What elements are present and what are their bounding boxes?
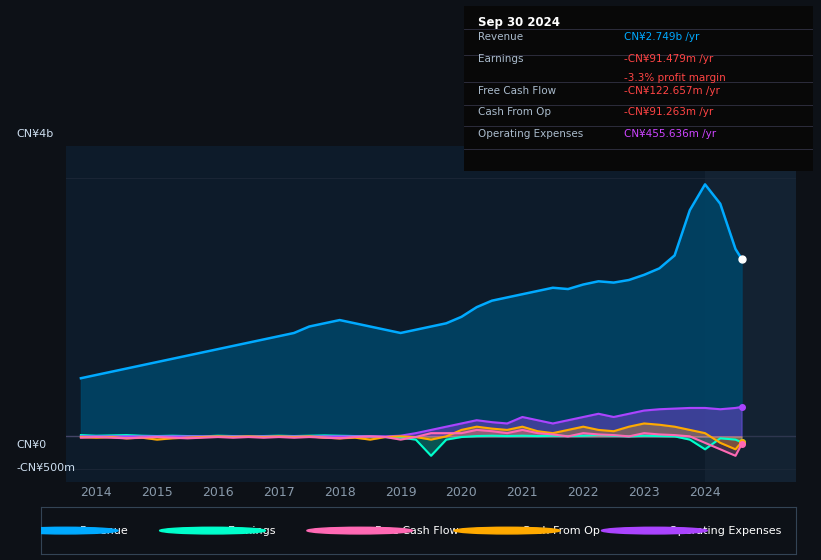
Text: -CN¥91.263m /yr: -CN¥91.263m /yr (624, 107, 713, 117)
Text: Cash From Op: Cash From Op (522, 526, 600, 535)
Text: Free Cash Flow: Free Cash Flow (375, 526, 458, 535)
Bar (705, 146, 796, 482)
Text: CN¥4b: CN¥4b (16, 129, 53, 139)
Text: -CN¥91.479m /yr: -CN¥91.479m /yr (624, 54, 713, 63)
Text: Cash From Op: Cash From Op (478, 107, 551, 117)
Text: CN¥2.749b /yr: CN¥2.749b /yr (624, 32, 699, 42)
Text: Sep 30 2024: Sep 30 2024 (478, 16, 560, 29)
Circle shape (12, 528, 118, 534)
Text: Revenue: Revenue (478, 32, 523, 42)
Text: CN¥0: CN¥0 (16, 440, 47, 450)
Circle shape (159, 528, 265, 534)
Text: Operating Expenses: Operating Expenses (478, 129, 583, 139)
Circle shape (307, 528, 413, 534)
Text: Revenue: Revenue (80, 526, 129, 535)
Text: CN¥455.636m /yr: CN¥455.636m /yr (624, 129, 717, 139)
Text: Operating Expenses: Operating Expenses (669, 526, 782, 535)
Circle shape (602, 528, 707, 534)
Circle shape (454, 528, 560, 534)
Text: Free Cash Flow: Free Cash Flow (478, 86, 556, 96)
Text: -CN¥122.657m /yr: -CN¥122.657m /yr (624, 86, 720, 96)
Text: -CN¥500m: -CN¥500m (16, 463, 76, 473)
Text: Earnings: Earnings (478, 54, 523, 63)
Text: -3.3% profit margin: -3.3% profit margin (624, 73, 726, 83)
Text: Earnings: Earnings (227, 526, 276, 535)
